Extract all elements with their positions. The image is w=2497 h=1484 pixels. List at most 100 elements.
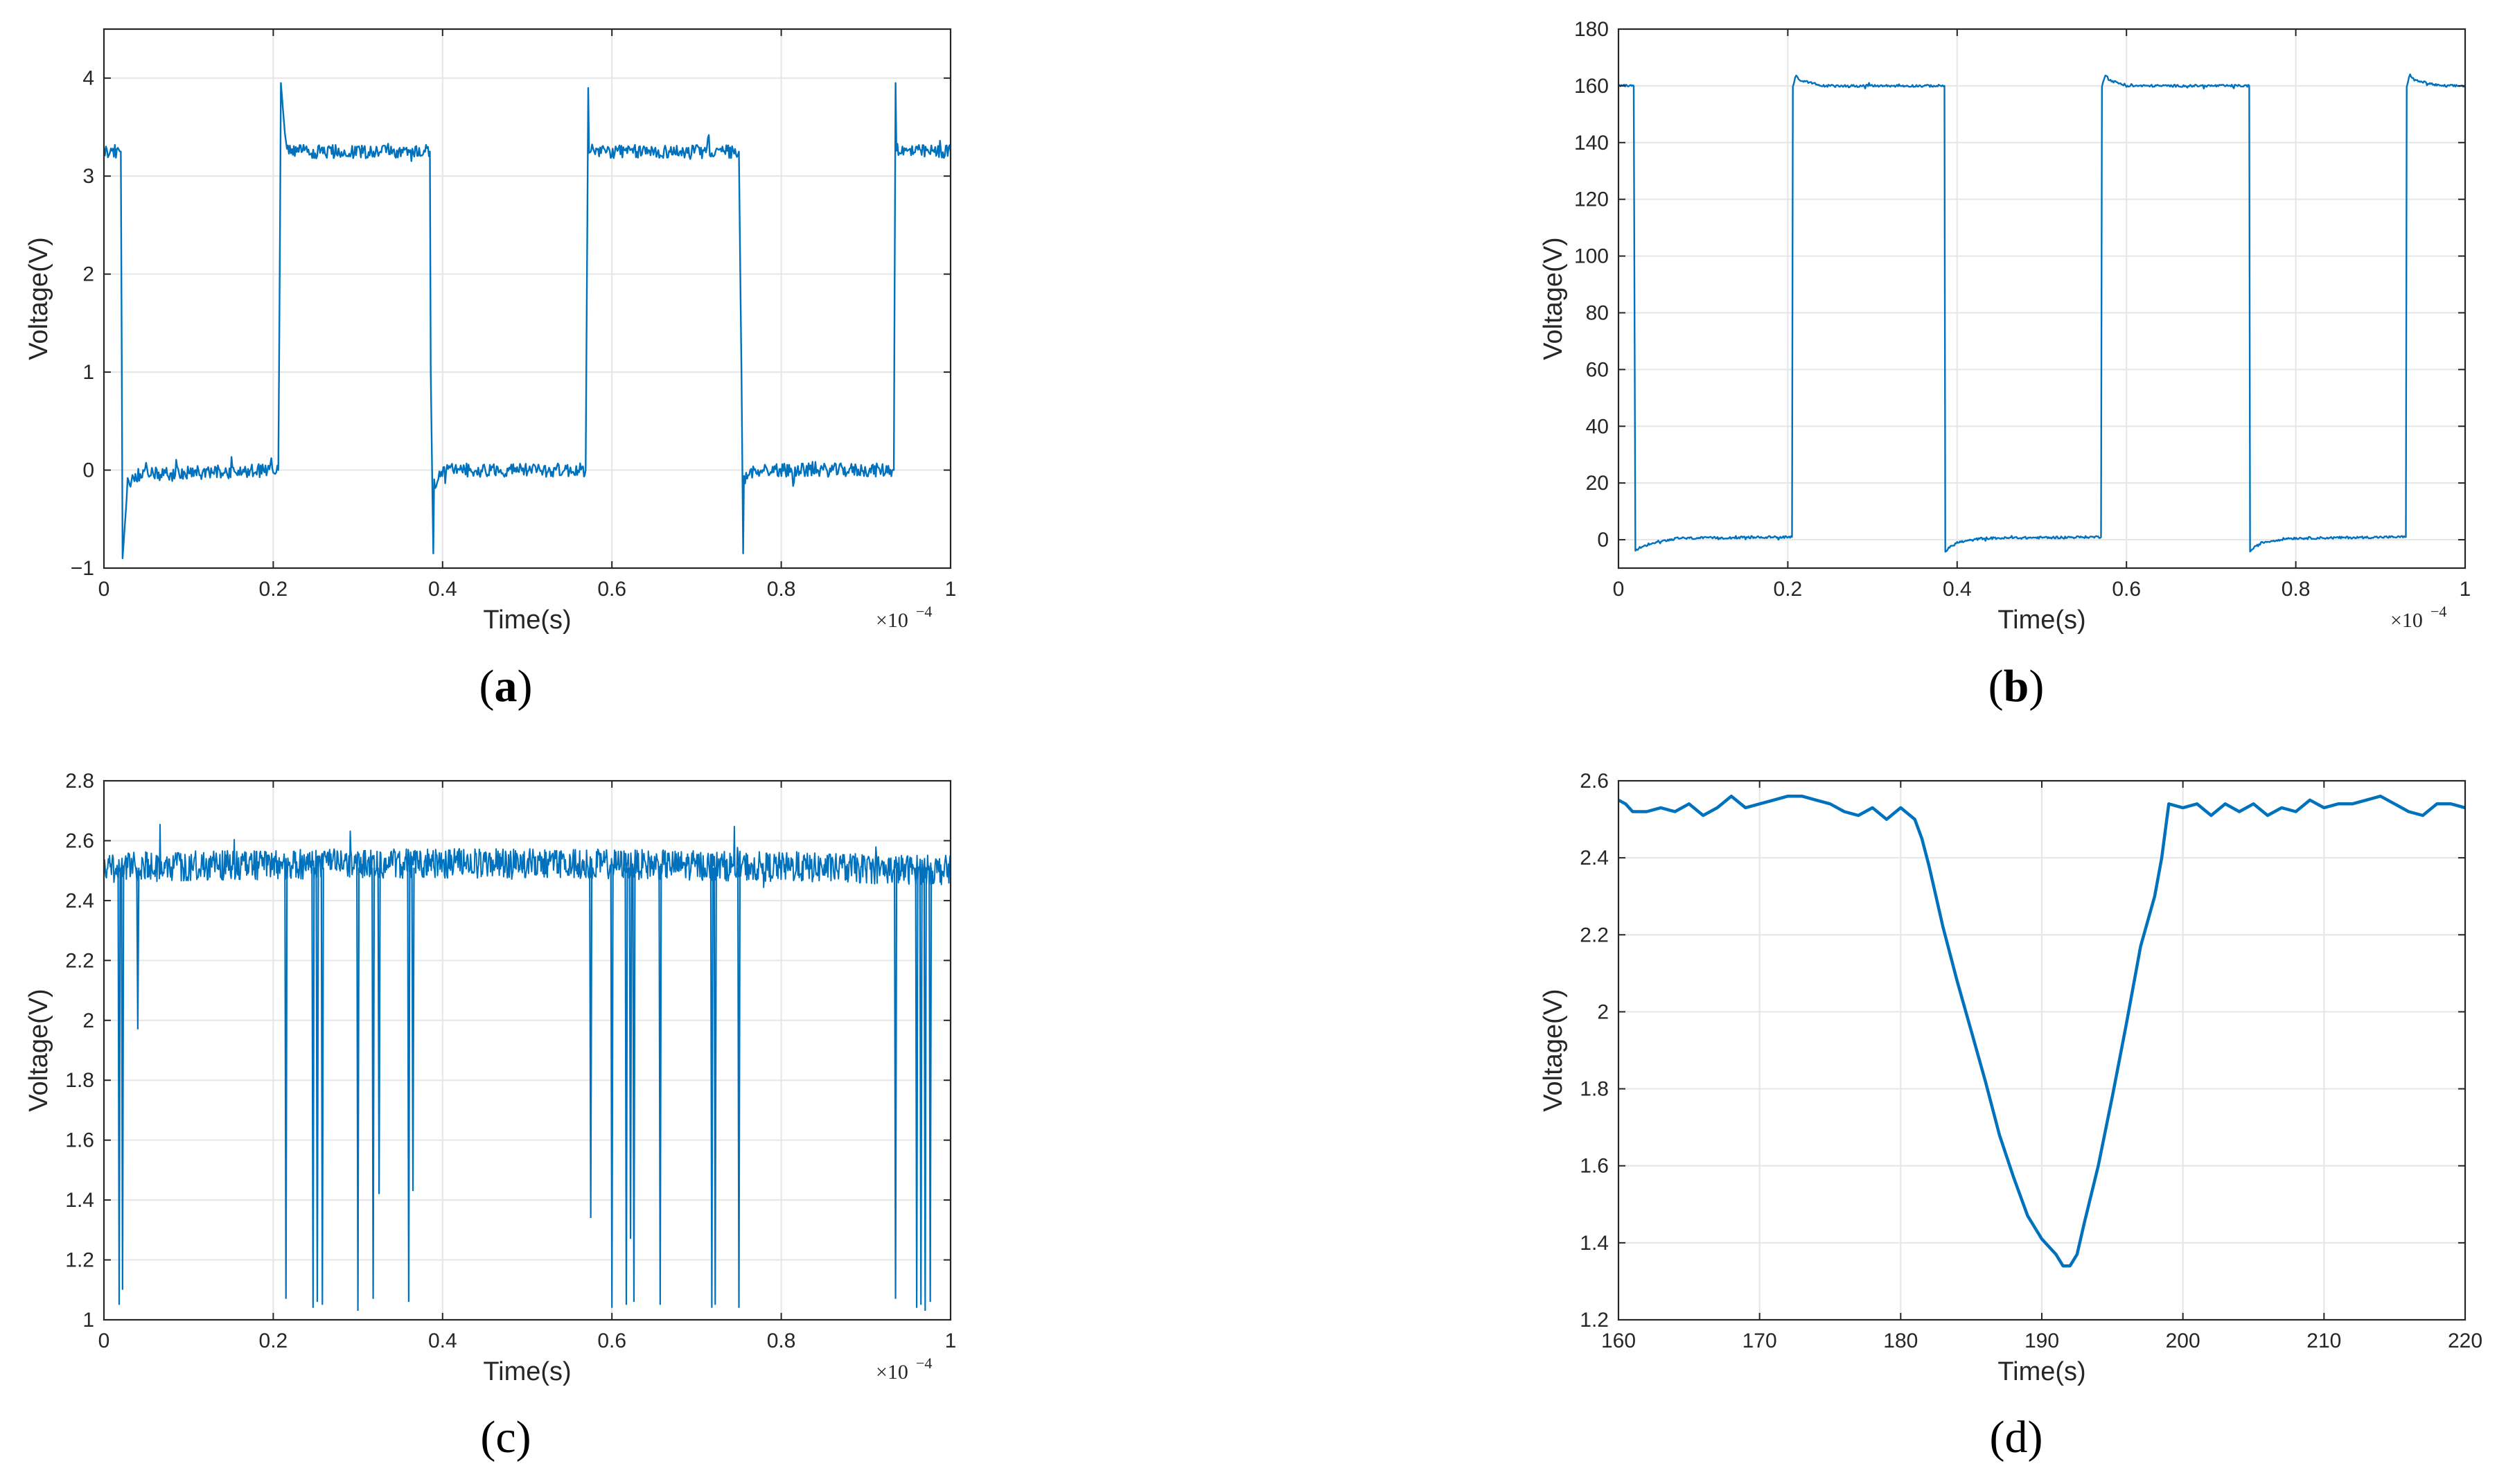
y-tick-label: 100 xyxy=(1574,245,1609,268)
x-axis-label: Time(s) xyxy=(1997,606,2085,635)
y-tick-label: 2.6 xyxy=(1580,770,1609,793)
panel-caption-d: (d) xyxy=(1990,1412,2043,1463)
chart-panel-b: 0 0.2 0.4 0.6 0.8 1 0 20 40 60 80 100 120 140 160 180 Ti… xyxy=(1539,18,2471,712)
y-tick-label: 2.6 xyxy=(65,829,94,852)
x-axis-label: Time(s) xyxy=(1997,1357,2085,1386)
x-tick-label: 190 xyxy=(2024,1330,2059,1352)
x-tick-label: 0 xyxy=(98,1330,110,1352)
x-tick-label: 1 xyxy=(2460,578,2471,601)
y-tick-label: 2 xyxy=(1597,1000,1609,1023)
axes-box xyxy=(103,28,952,569)
spike-mark xyxy=(915,867,919,1308)
x-axis-multiplier-exponent: −4 xyxy=(916,603,932,620)
x-axis-multiplier: ×10 xyxy=(876,609,908,632)
plot-area xyxy=(1618,794,2465,1268)
axes-box xyxy=(1617,28,2467,569)
spike-mark xyxy=(923,867,927,1311)
spike-mark xyxy=(624,867,628,1305)
y-tick-label: −1 xyxy=(71,557,94,580)
spike-mark xyxy=(893,867,898,1299)
y-tick-label: 2.2 xyxy=(1580,924,1609,946)
x-tick-label: 0.8 xyxy=(767,578,796,601)
y-tick-label: 2.8 xyxy=(65,770,94,793)
x-tick-label: 0.6 xyxy=(2112,578,2141,601)
x-tick-label: 200 xyxy=(2166,1330,2200,1352)
y-tick-label: 2.2 xyxy=(65,949,94,972)
x-tick-label: 0.2 xyxy=(259,578,288,601)
y-tick-label: 2.4 xyxy=(65,890,94,912)
y-tick-label: 2 xyxy=(82,1009,94,1032)
spike-mark xyxy=(736,867,741,1308)
x-axis-multiplier: ×10 xyxy=(876,1361,908,1384)
y-tick-label: 1.8 xyxy=(65,1069,94,1092)
series-line-c xyxy=(104,824,951,888)
spike-mark xyxy=(919,867,923,1305)
spike-mark xyxy=(371,867,376,1299)
y-axis-label: Voltage(V) xyxy=(24,989,53,1111)
x-tick-label: 0.4 xyxy=(1943,578,1972,601)
y-tick-label: 0 xyxy=(1597,529,1609,551)
spike-mark xyxy=(355,867,360,1311)
x-tick-label: 0.6 xyxy=(597,1330,626,1352)
y-tick-label: 2.4 xyxy=(1580,847,1609,869)
panel-caption-a: (a) xyxy=(479,661,533,712)
x-tick-label: 0.2 xyxy=(259,1330,288,1352)
x-tick-label: 0 xyxy=(98,578,110,601)
spike-mark xyxy=(377,867,381,1194)
axes-box xyxy=(103,779,952,1321)
x-tick-label: 180 xyxy=(1883,1330,1918,1352)
y-tick-label: 40 xyxy=(1586,415,1609,438)
x-tick-label: 220 xyxy=(2448,1330,2482,1352)
y-tick-label: 180 xyxy=(1574,18,1609,41)
series-line-a xyxy=(104,82,951,560)
y-tick-label: 1.4 xyxy=(65,1189,94,1212)
y-tick-label: 1.2 xyxy=(65,1249,94,1272)
spike-mark xyxy=(407,867,411,1302)
y-tick-label: 60 xyxy=(1586,358,1609,381)
x-tick-label: 170 xyxy=(1742,1330,1777,1352)
spike-mark xyxy=(589,867,593,1219)
x-tick-label: 0.4 xyxy=(428,1330,457,1352)
y-tick-label: 1 xyxy=(82,1309,94,1332)
panel-caption-c: (c) xyxy=(480,1412,531,1463)
y-tick-label: 80 xyxy=(1586,301,1609,324)
x-axis-multiplier-exponent: −4 xyxy=(916,1354,932,1372)
x-tick-label: 1 xyxy=(945,578,957,601)
spike-mark xyxy=(121,867,125,1290)
spike-mark xyxy=(315,867,319,1302)
plot-area xyxy=(1618,73,2465,553)
x-axis-label: Time(s) xyxy=(483,1357,571,1386)
y-tick-label: 20 xyxy=(1586,472,1609,495)
spike-mark xyxy=(136,867,140,1030)
x-tick-label: 160 xyxy=(1601,1330,1636,1352)
y-tick-label: 1.6 xyxy=(1580,1155,1609,1178)
spike-mark xyxy=(713,867,717,1305)
chart-panel-a: 0 0.2 0.4 0.6 0.8 1−101234Time(s)Voltage(V)×1… xyxy=(24,28,957,712)
y-tick-label: 3 xyxy=(82,165,94,188)
y-axis-label: Voltage(V) xyxy=(1539,989,1568,1111)
spike-mark xyxy=(284,867,288,1299)
panel-caption-b: (b) xyxy=(1988,661,2045,712)
y-tick-label: 1.8 xyxy=(1580,1078,1609,1101)
y-tick-label: 1.4 xyxy=(1580,1232,1609,1255)
spike-mark xyxy=(311,867,315,1308)
x-tick-label: 0.6 xyxy=(597,578,626,601)
series-line-d xyxy=(1618,794,2465,1268)
chart-panel-c: 0 0.2 0.4 0.6 0.8 1 1 1.2 1.4 1.6 1.8 2 2.2 2.4 2.6 2.8… xyxy=(24,770,956,1463)
y-tick-label: 2 xyxy=(82,263,94,286)
spike-mark xyxy=(610,867,614,1308)
y-tick-label: 1 xyxy=(82,361,94,384)
plot-area xyxy=(104,82,951,560)
x-tick-label: 210 xyxy=(2306,1330,2341,1352)
chart-panel-d: 160 170 180 190 200 210 220 1.2 1.4 1.6 1.8 2 2.2 2.4… xyxy=(1539,770,2482,1463)
y-tick-label: 120 xyxy=(1574,188,1609,211)
spike-mark xyxy=(709,867,714,1308)
x-tick-label: 0.4 xyxy=(428,578,457,601)
y-tick-label: 1.2 xyxy=(1580,1309,1609,1332)
y-tick-label: 140 xyxy=(1574,132,1609,154)
y-axis-label: Voltage(V) xyxy=(24,237,53,360)
plot-area xyxy=(104,824,951,1311)
x-tick-label: 0.8 xyxy=(767,1330,796,1352)
x-axis-multiplier: ×10 xyxy=(2390,609,2423,632)
y-tick-label: 160 xyxy=(1574,75,1609,98)
